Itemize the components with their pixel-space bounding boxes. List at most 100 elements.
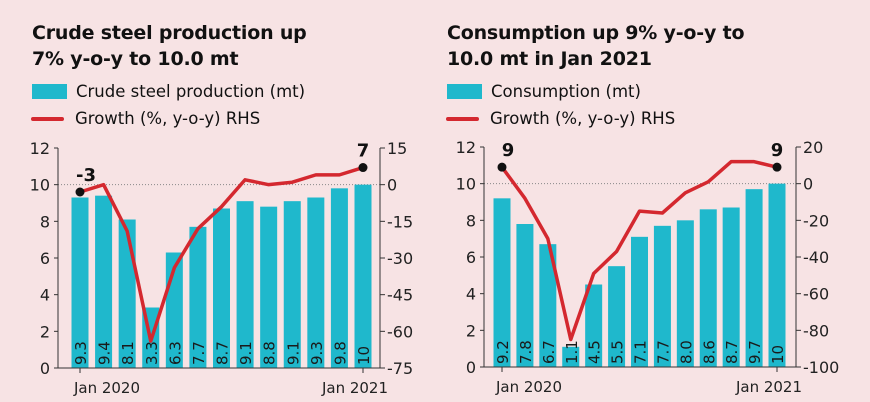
left-tick-label: 2 — [466, 321, 476, 340]
bar-value-label: 6.3 — [166, 341, 184, 365]
bar — [71, 197, 89, 368]
right-tick-label: -20 — [803, 211, 829, 230]
chart-1: 9.3 9.4 8.1 3.3 6.3 7.7 8.7 9.1 8.8 9.1 9.3 9.8 10 0 2… — [30, 139, 414, 397]
bar-value-label: 7.7 — [190, 341, 208, 365]
bar-value-label: 10 — [355, 346, 373, 365]
bar — [236, 201, 254, 368]
bar-value-label: 6.7 — [540, 340, 558, 364]
bar-value-label: 7.1 — [632, 340, 650, 364]
left-tick-label: 8 — [40, 212, 50, 231]
bar — [653, 225, 671, 367]
growth-line — [500, 159, 778, 342]
annotation-marker — [772, 162, 782, 172]
bar-value-label: 9.3 — [72, 341, 90, 365]
legend-item-line: Growth (%, y-o-y) RHS — [31, 109, 260, 128]
bar — [585, 284, 603, 367]
right-tick-label: -40 — [803, 248, 829, 267]
growth-line — [79, 165, 364, 343]
bar-value-label: 9.1 — [284, 341, 302, 365]
bar — [768, 183, 786, 367]
right-tick-label: -60 — [387, 322, 413, 341]
bar — [95, 195, 113, 368]
left-tick-label: 4 — [466, 285, 476, 304]
bar-value-label: 1.1 — [563, 340, 581, 364]
bar-value-label: 8.6 — [700, 340, 718, 364]
left-tick-label: 10 — [456, 175, 476, 194]
annotation-label: 7 — [357, 141, 370, 162]
bar — [283, 201, 301, 368]
bar — [722, 207, 740, 367]
left-tick-label: 0 — [40, 359, 50, 378]
right-tick-label: 15 — [387, 139, 407, 158]
annotation-label: -3 — [76, 165, 96, 186]
bar-value-label: 9.4 — [96, 341, 114, 365]
right-tick-label: -80 — [803, 321, 829, 340]
bar — [307, 197, 325, 368]
legend-label: Growth (%, y-o-y) RHS — [490, 109, 676, 128]
bar — [189, 226, 207, 368]
chart-title: Crude steel production up 7% y-o-y to 10… — [32, 20, 307, 72]
bar-value-label: 8.1 — [119, 341, 137, 365]
bar — [676, 220, 694, 367]
right-tick-label: -30 — [387, 249, 413, 268]
bar — [260, 206, 278, 368]
annotation-marker — [358, 163, 368, 173]
bar-value-label: 9.2 — [494, 340, 512, 364]
bar — [745, 189, 763, 367]
legend-item-bars: Crude steel production (mt) — [32, 82, 305, 101]
x-tick-label: Jan 2021 — [321, 379, 388, 397]
left-tick-label: 10 — [30, 176, 50, 195]
title-line-1: Crude steel production up — [32, 22, 307, 44]
x-tick-label: Jan 2021 — [735, 378, 802, 396]
left-tick-label: 6 — [466, 248, 476, 267]
legend-swatch-line — [446, 116, 479, 121]
bar-value-label: 7.7 — [654, 340, 672, 364]
bar — [516, 224, 534, 367]
title-line-1: Consumption up 9% y-o-y to — [447, 22, 745, 44]
annotation-marker — [75, 187, 85, 197]
right-tick-label: 0 — [387, 176, 397, 195]
annotation-marker — [497, 162, 507, 172]
bar — [562, 346, 580, 367]
right-tick-label: -45 — [387, 286, 413, 305]
x-tick-label: Jan 2020 — [73, 379, 140, 397]
legend-swatch-bar — [32, 84, 67, 99]
title-line-2: 10.0 mt in Jan 2021 — [447, 48, 652, 70]
bar — [354, 184, 372, 368]
right-tick-label: -60 — [803, 285, 829, 304]
legend-item-line: Growth (%, y-o-y) RHS — [446, 109, 675, 128]
legend-label: Consumption (mt) — [491, 82, 641, 101]
left-tick-label: 6 — [40, 249, 50, 268]
bar — [330, 188, 348, 368]
bar — [493, 198, 511, 367]
left-tick-label: 12 — [30, 139, 50, 158]
bar-value-label: 9.3 — [308, 341, 326, 365]
bar-value-label: 7.8 — [517, 340, 535, 364]
bar — [699, 209, 717, 367]
legend-label: Growth (%, y-o-y) RHS — [75, 109, 261, 128]
left-tick-label: 12 — [456, 138, 476, 157]
annotation-label: 9 — [502, 140, 515, 161]
annotation-label: 9 — [771, 140, 784, 161]
chart-2: 9.2 7.8 6.7 1.1 4.5 5.5 7.1 7.7 8.0 8.6 8.7 9.7 10 0 2… — [456, 138, 840, 396]
left-tick-label: 8 — [466, 211, 476, 230]
right-tick-label: -100 — [803, 358, 839, 377]
bar-value-label: 10 — [769, 345, 787, 364]
legend-swatch-line — [31, 116, 64, 121]
left-tick-label: 4 — [40, 286, 50, 305]
bar-value-label: 8.8 — [261, 341, 279, 365]
legend-swatch-bar — [447, 84, 482, 99]
right-tick-label: 0 — [803, 175, 813, 194]
bar-value-label: 9.7 — [746, 340, 764, 364]
right-tick-label: 20 — [803, 138, 823, 157]
bar-value-label: 8.7 — [723, 340, 741, 364]
bar-value-label: 9.1 — [237, 341, 255, 365]
legend-label: Crude steel production (mt) — [76, 82, 306, 101]
bar — [539, 244, 557, 367]
title-line-2: 7% y-o-y to 10.0 mt — [32, 48, 239, 70]
left-tick-label: 2 — [40, 322, 50, 341]
bar-value-label: 3.3 — [143, 341, 161, 365]
bar-value-label: 9.8 — [331, 341, 349, 365]
bar-value-label: 4.5 — [586, 340, 604, 364]
bar-value-label: 8.7 — [214, 341, 232, 365]
